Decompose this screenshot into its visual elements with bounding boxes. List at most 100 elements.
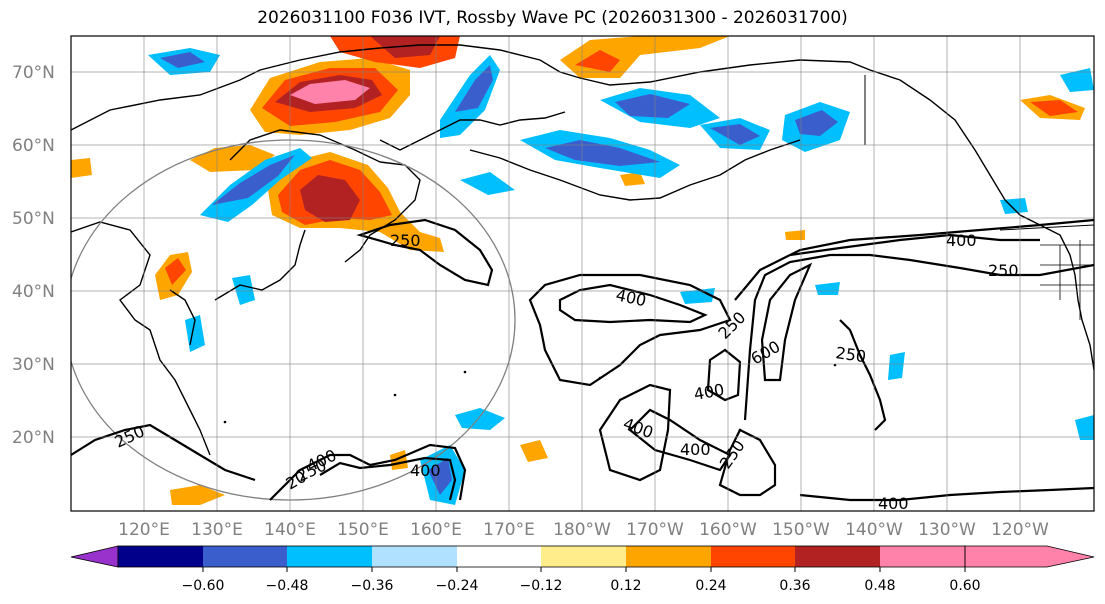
bering-coastline bbox=[469, 139, 801, 201]
lon-label: 150°W bbox=[772, 520, 830, 540]
negative-anomaly-patch bbox=[455, 408, 505, 430]
colorbar-tick-label: −0.24 bbox=[436, 578, 479, 594]
lat-label: 20°N bbox=[12, 428, 55, 448]
negative-anomaly-patch bbox=[815, 282, 840, 295]
lon-label: 130°W bbox=[918, 520, 976, 540]
map-field: 250 400 400 250 600 250 250 400 250 400 … bbox=[71, 36, 1094, 511]
ivt-contour-250 bbox=[269, 443, 467, 501]
island-dots bbox=[223, 363, 837, 432]
lon-label: 160°E bbox=[410, 520, 462, 540]
canada-border bbox=[864, 75, 1094, 231]
siberia-coastline bbox=[71, 44, 581, 131]
negative-anomaly-patch bbox=[1075, 415, 1094, 440]
colorbar-segment bbox=[795, 546, 880, 567]
negative-anomaly-patch bbox=[888, 352, 905, 380]
ivt-contour-250 bbox=[356, 218, 494, 287]
positive-anomaly-patch bbox=[520, 440, 548, 462]
contour-label: 400 bbox=[692, 380, 725, 404]
graticule bbox=[71, 36, 1094, 511]
lon-label: 180°W bbox=[553, 520, 611, 540]
colorbar-tick-label: 0.36 bbox=[779, 578, 810, 594]
colorbar-tick-label: −0.48 bbox=[266, 578, 309, 594]
positive-anomaly-patch bbox=[71, 158, 92, 178]
lat-label: 60°N bbox=[12, 136, 55, 156]
alaska-coastline bbox=[579, 59, 1041, 226]
north-america-coastline bbox=[1039, 224, 1094, 371]
colorbar: −0.60 −0.48 −0.36 −0.24 −0.12 0.12 0.24 … bbox=[70, 545, 1095, 594]
positive-anomaly-patch bbox=[290, 80, 370, 104]
colorbar-tick-label: 0.48 bbox=[864, 578, 895, 594]
colorbar-left-arrow bbox=[70, 545, 119, 568]
colorbar-tick-label: −0.36 bbox=[351, 578, 394, 594]
ivt-contours bbox=[71, 218, 1094, 502]
lon-label: 160°W bbox=[699, 520, 757, 540]
lat-label: 40°N bbox=[12, 282, 55, 302]
negative-anomaly-patch bbox=[1000, 198, 1028, 214]
ivt-contour-250 bbox=[718, 428, 777, 497]
negative-anomaly-patch bbox=[212, 155, 295, 205]
positive-anomaly-patch bbox=[620, 172, 645, 186]
ivt-contour-400 bbox=[799, 486, 1094, 502]
island bbox=[463, 370, 467, 374]
longitude-labels: 120°E 130°E 140°E 150°E 160°E 170°E 180°… bbox=[118, 520, 1049, 540]
ivt-contour-250 bbox=[528, 273, 732, 387]
colorbar-segment bbox=[118, 546, 203, 567]
negative-anomaly-patch bbox=[160, 52, 205, 68]
positive-anomaly-patch bbox=[300, 175, 360, 222]
negative-anomaly-patch bbox=[545, 140, 660, 166]
lon-label: 150°E bbox=[337, 520, 389, 540]
contour-label: 400 bbox=[680, 440, 711, 459]
ivt-contour-400 bbox=[558, 283, 708, 324]
map-title: 2026031100 F036 IVT, Rossby Wave PC (202… bbox=[257, 8, 848, 28]
negative-anomaly-patch bbox=[232, 275, 255, 305]
ivt-contour-250 bbox=[839, 319, 887, 431]
colorbar-segment bbox=[372, 546, 457, 567]
lat-label: 70°N bbox=[12, 63, 55, 83]
lon-label: 120°E bbox=[118, 520, 170, 540]
colorbar-segment bbox=[203, 546, 287, 567]
ivt-contour-400 bbox=[628, 408, 732, 472]
negative-anomaly-patch bbox=[460, 172, 515, 195]
lat-label: 50°N bbox=[12, 209, 55, 229]
contour-label: 250 bbox=[988, 261, 1019, 280]
ivt-contour-600 bbox=[760, 262, 813, 382]
contour-label: 250 bbox=[714, 308, 749, 343]
us-state-lines bbox=[1040, 240, 1094, 320]
colorbar-tick-label: 0.60 bbox=[949, 578, 980, 594]
ivt-contour-400 bbox=[789, 233, 1040, 257]
colorbar-tick-label: 0.12 bbox=[610, 578, 641, 594]
negative-anomaly-patch bbox=[615, 94, 690, 118]
contour-label: 250 bbox=[834, 343, 867, 366]
ivt-contour-400 bbox=[706, 348, 742, 402]
colorbar-segment bbox=[287, 546, 372, 567]
lon-label: 170°W bbox=[626, 520, 684, 540]
lon-label: 130°E bbox=[191, 520, 243, 540]
negative-anomaly-patch bbox=[795, 110, 838, 136]
lon-label: 140°E bbox=[264, 520, 316, 540]
colorbar-segment bbox=[457, 546, 541, 567]
lon-label: 140°W bbox=[845, 520, 903, 540]
negative-anomaly-patch bbox=[455, 65, 493, 112]
colorbar-segment bbox=[711, 546, 795, 567]
positive-anomaly-patch bbox=[370, 36, 440, 58]
map-frame bbox=[70, 35, 1095, 512]
lon-label: 170°E bbox=[483, 520, 535, 540]
negative-anomaly-patch bbox=[1060, 68, 1094, 92]
ivt-contour-250 bbox=[734, 218, 1094, 301]
lon-label: 120°W bbox=[991, 520, 1049, 540]
latitude-labels: 70°N 60°N 50°N 40°N 30°N 20°N bbox=[12, 63, 55, 448]
colorbar-tick-label: −0.60 bbox=[182, 578, 225, 594]
colorbar-tick-label: −0.12 bbox=[520, 578, 563, 594]
colorbar-ticks bbox=[202, 567, 966, 572]
positive-anomaly-patch bbox=[785, 230, 805, 240]
colorbar-tick-label: 0.24 bbox=[695, 578, 726, 594]
ivt-contour-400 bbox=[319, 456, 457, 501]
contour-label: 400 bbox=[946, 231, 977, 250]
island bbox=[393, 393, 397, 397]
positive-anomaly-patch bbox=[575, 50, 620, 72]
colorbar-segment bbox=[880, 546, 965, 567]
contour-label: 400 bbox=[614, 285, 648, 310]
contour-label: 400 bbox=[410, 461, 441, 480]
korea-japan-coastline bbox=[169, 229, 306, 346]
